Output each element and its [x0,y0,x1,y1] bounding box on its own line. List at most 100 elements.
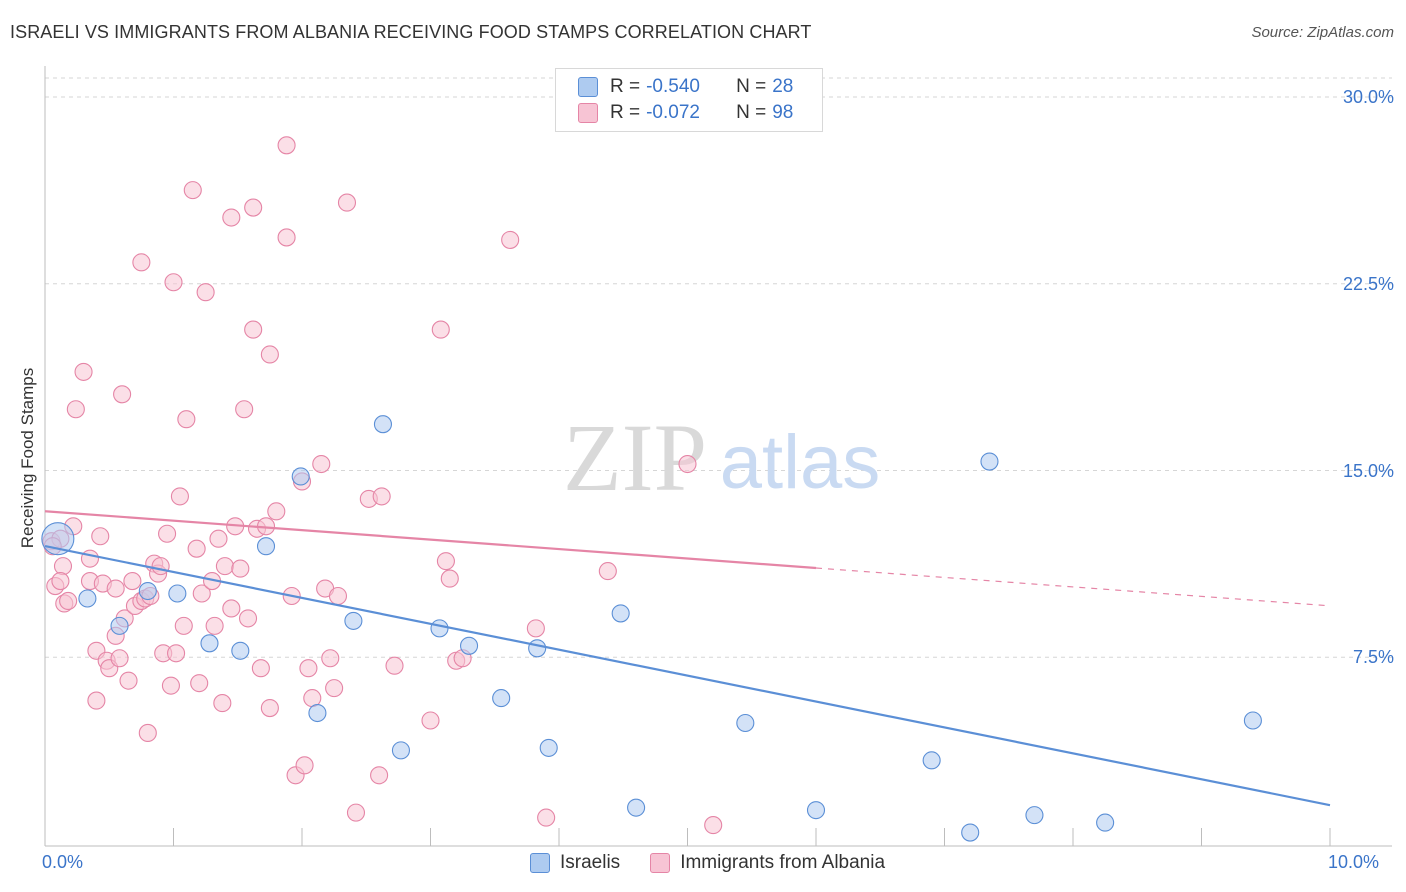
israelis-point [459,636,479,655]
albania-point [205,616,224,635]
legend-r-label: R = [610,76,641,97]
albania-point [346,803,366,822]
albania-point [192,584,211,603]
albania-point [177,410,196,429]
correlation-legend: R = -0.540 N = 28 R = -0.072 N = 98 [555,68,823,132]
legend-row-albania: R = -0.072 N = 98 [578,101,793,125]
albania-point [59,591,78,611]
albania-point [328,586,348,606]
israelis-point [736,713,755,733]
legend-n-value: 28 [772,76,794,97]
israelis-point [627,798,646,817]
albania-point [312,454,331,474]
israelis-point [806,801,826,820]
albania-point [299,659,318,678]
albania-point [132,253,151,272]
albania-point [231,559,250,578]
albania-point [196,283,215,302]
x-tick-max: 10.0% [1328,852,1380,872]
israelis-point [138,581,157,601]
israelis-point [611,604,630,623]
albania-point [170,487,189,506]
albania-point [209,529,228,548]
albania-point [164,273,183,292]
axes [44,66,1392,847]
albania-point [537,808,556,827]
trend-lines [44,510,1331,807]
series-legend-albania: Immigrants from Albania [650,852,885,874]
albania-point [238,609,258,628]
albania-point [123,572,142,591]
israelis-point [200,634,219,653]
albania-point [277,228,296,247]
legend-r-label: R = [610,102,641,123]
albania-point [260,345,279,364]
albania-point [53,557,73,576]
legend-n-label: N = [736,76,767,97]
legend-row-israelis: R = -0.540 N = 28 [578,75,793,99]
israelis-trend-line [44,545,1331,807]
watermark-atlas: atlas [720,420,881,505]
israelis-point [1025,806,1044,825]
albania-point [704,816,723,835]
y-tick-label: 22.5% [1342,273,1394,294]
series-swatch-albania [650,853,671,873]
israelis-point [391,741,410,760]
albania-point [106,579,125,598]
albania-point [440,569,459,588]
y-tick-label: 30.0% [1342,87,1394,107]
albania-point [215,557,234,576]
albania-point [267,502,286,521]
albania-point [174,616,193,635]
israelis-point [231,641,250,660]
israelis-point [492,689,511,708]
israelis-point [256,537,276,556]
israelis-point [291,467,310,486]
israelis-point [980,452,999,471]
israelis-point [1243,711,1262,730]
albania-point [385,656,404,675]
albania-point [598,562,617,581]
albania-point [87,691,106,710]
israelis-point [168,584,187,603]
albania-point [431,320,450,339]
albania-point [113,385,132,404]
albania-point [80,549,100,568]
albania-point [370,766,389,785]
albania-trend-line [44,510,817,570]
source-label: Source: ZipAtlas.com [1251,24,1394,41]
chart-title: ISRAELI VS IMMIGRANTS FROM ALBANIA RECEI… [10,22,812,42]
albania-point [66,400,85,419]
series-legend: Israelis Immigrants from Albania [530,852,915,874]
series-label-albania: Immigrants from Albania [680,852,886,873]
albania-trend-line-dashed [815,567,1331,607]
israelis-point [539,738,558,757]
albania-point [337,193,357,212]
albania-point [501,230,520,249]
israelis-point [373,415,393,434]
albania-point [325,679,344,698]
albania-point [51,572,70,591]
albania-point [110,649,129,668]
legend-r-value: -0.072 [646,102,700,123]
albania-point [244,320,263,339]
series-swatch-israelis [530,853,550,873]
legend-swatch-albania [578,103,598,123]
albania-point [321,649,340,668]
israelis-point [110,616,129,635]
albania-point [235,400,254,419]
data-points [41,136,1262,842]
albania-point [678,454,697,474]
y-tick-label: 15.0% [1342,460,1394,481]
israelis-point [961,823,980,842]
albania-point [277,136,296,155]
albania-point [222,208,241,227]
albania-point [244,198,263,217]
series-label-israelis: Israelis [560,852,621,873]
albania-point [222,599,241,618]
israelis-point [528,639,547,658]
israelis-point [344,611,363,630]
y-tick-label: 7.5% [1352,647,1394,668]
legend-r-value: -0.540 [646,76,700,97]
albania-point [74,362,93,381]
